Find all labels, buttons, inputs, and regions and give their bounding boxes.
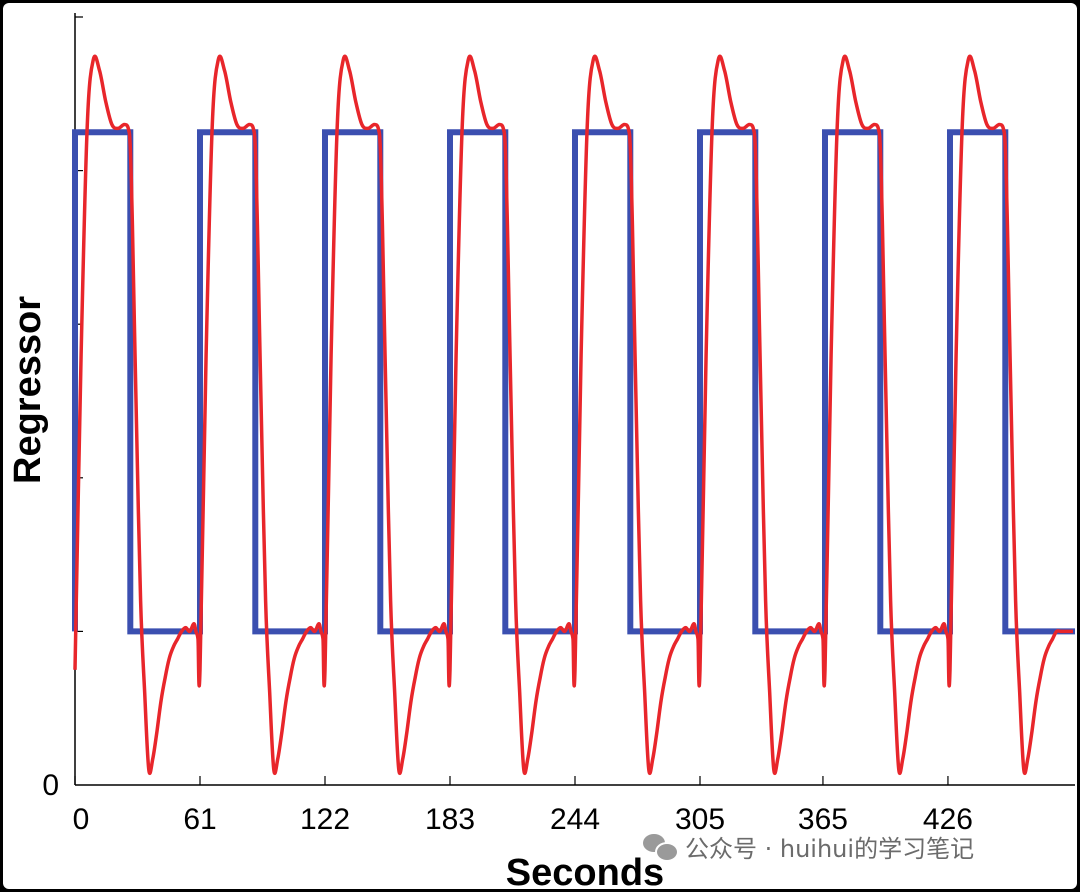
y-tick-label: 0 [42, 769, 59, 802]
series-boxcar-line [72, 129, 1075, 635]
x-tick-label: 61 [183, 803, 216, 836]
x-tick-label: 0 [73, 803, 90, 836]
x-axis-title: Seconds [506, 852, 664, 889]
x-tick-label: 426 [923, 803, 973, 836]
series-hrf-line [73, 54, 1073, 776]
x-tick-label: 122 [300, 803, 350, 836]
series-layer [72, 54, 1075, 776]
chart: 0 61 122 183 244 305 365 426 0 Regressor Seconds [7, 13, 1075, 889]
watermark-text: 公众号 · huihui的学习笔记 [685, 835, 975, 863]
ticks-layer: 0 61 122 183 244 305 365 426 0 [42, 769, 973, 836]
chart-frame: 0 61 122 183 244 305 365 426 0 Regressor Seconds… [3, 3, 1077, 889]
x-tick-label: 244 [550, 803, 600, 836]
x-tick-label: 365 [798, 803, 848, 836]
wechat-icon [643, 832, 679, 862]
x-tick-label: 305 [675, 803, 725, 836]
x-tick-label: 183 [425, 803, 475, 836]
y-axis-title: Regressor [7, 296, 49, 484]
watermark: 公众号 · huihui的学习笔记 [643, 829, 974, 864]
